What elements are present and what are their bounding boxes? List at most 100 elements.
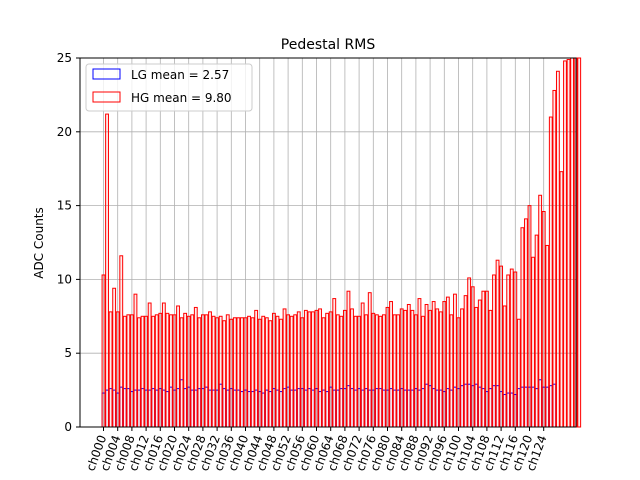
hg-bar bbox=[552, 89, 557, 428]
hg-bar bbox=[463, 295, 468, 428]
hg-bar bbox=[218, 315, 223, 428]
hg-bar bbox=[559, 171, 564, 428]
hg-bar bbox=[555, 70, 560, 428]
hg-bar bbox=[438, 311, 443, 428]
y-tick-label: 20 bbox=[57, 125, 72, 139]
hg-bar bbox=[357, 315, 362, 428]
hg-bar bbox=[548, 116, 553, 428]
hg-bar bbox=[506, 274, 511, 428]
hg-bar bbox=[524, 218, 528, 428]
hg-bar bbox=[147, 302, 152, 428]
hg-bar bbox=[154, 314, 159, 428]
hg-bar bbox=[140, 315, 145, 428]
hg-bar bbox=[303, 309, 308, 428]
hg-bar bbox=[516, 318, 521, 428]
legend-label-lg: LG mean = 2.57 bbox=[131, 68, 229, 82]
hg-bar bbox=[566, 58, 571, 428]
hg-bar bbox=[215, 317, 220, 428]
hg-bar bbox=[229, 318, 234, 428]
hg-bar bbox=[538, 194, 543, 428]
hg-bar bbox=[243, 317, 248, 428]
hg-bar bbox=[296, 311, 301, 428]
hg-bar bbox=[204, 314, 209, 428]
hg-bar bbox=[392, 314, 397, 428]
hg-bar bbox=[257, 318, 262, 428]
legend: LG mean = 2.57 HG mean = 9.80 bbox=[85, 63, 253, 112]
hg-bar bbox=[346, 290, 351, 428]
hg-bar bbox=[183, 312, 188, 428]
hg-bar bbox=[286, 314, 291, 428]
hg-bar bbox=[470, 286, 475, 428]
hg-bar bbox=[172, 314, 177, 428]
hg-bar bbox=[129, 314, 134, 428]
hg-bar bbox=[197, 317, 202, 428]
y-tick-label: 25 bbox=[57, 51, 72, 65]
hg-bar bbox=[502, 305, 507, 428]
hg-bar bbox=[222, 320, 227, 428]
hg-bar bbox=[477, 299, 482, 428]
hg-bar bbox=[374, 314, 379, 428]
hg-bar bbox=[495, 259, 500, 428]
hg-bar bbox=[115, 311, 120, 428]
hg-bar bbox=[289, 315, 294, 428]
y-axis-label: ADC Counts bbox=[32, 207, 46, 279]
hg-bar bbox=[367, 292, 372, 428]
hg-bar bbox=[126, 314, 131, 428]
hg-bar bbox=[328, 311, 333, 428]
hg-bar bbox=[208, 311, 212, 428]
hg-bar bbox=[541, 211, 546, 428]
y-tick-label: 0 bbox=[64, 420, 72, 434]
hg-bar bbox=[179, 317, 184, 428]
hg-bar bbox=[531, 256, 535, 428]
hg-bar bbox=[332, 298, 337, 428]
hg-bar bbox=[442, 301, 447, 428]
axes: 0510152025ch000ch004ch008ch012ch016ch020… bbox=[57, 51, 550, 473]
hg-bar bbox=[371, 312, 376, 428]
hg-bar bbox=[481, 290, 486, 428]
hg-bar bbox=[513, 271, 518, 428]
grid bbox=[80, 57, 576, 428]
hg-bar bbox=[240, 317, 244, 428]
legend-box bbox=[85, 63, 253, 112]
plot-frame bbox=[79, 57, 577, 428]
hg-bar bbox=[428, 309, 433, 428]
hg-bar bbox=[186, 315, 191, 428]
hg-bar bbox=[385, 306, 390, 428]
hg-bar bbox=[314, 309, 319, 428]
hg-bar bbox=[509, 268, 514, 428]
hg-bar bbox=[321, 317, 326, 428]
hg-bar bbox=[534, 234, 539, 428]
legend-label-hg: HG mean = 9.80 bbox=[131, 91, 232, 105]
hg-bar bbox=[225, 314, 230, 428]
hg-bar bbox=[261, 315, 266, 428]
hg-bar bbox=[350, 308, 354, 428]
hg-bar bbox=[161, 302, 166, 428]
hg-bar bbox=[492, 274, 496, 428]
hg-bar bbox=[211, 315, 216, 428]
hg-bar bbox=[484, 290, 489, 428]
hg-bar bbox=[410, 309, 415, 428]
hg-bar bbox=[254, 309, 259, 428]
hg-bar bbox=[342, 309, 347, 428]
hg-bar bbox=[339, 315, 344, 428]
hg-bar bbox=[105, 113, 109, 428]
legend-swatch-lg bbox=[92, 68, 121, 80]
hg-bar bbox=[108, 311, 113, 428]
hg-bar bbox=[413, 314, 418, 428]
hg-bar bbox=[353, 315, 358, 428]
hg-bar bbox=[119, 255, 124, 428]
hg-bar bbox=[318, 308, 322, 428]
hg-bar bbox=[570, 57, 575, 428]
hg-bar bbox=[165, 312, 170, 428]
hg-bar bbox=[271, 312, 276, 428]
hg-bar bbox=[300, 317, 305, 428]
hg-bar bbox=[403, 309, 408, 428]
hg-bar bbox=[112, 287, 117, 428]
hg-bar bbox=[431, 301, 436, 428]
y-tick-label: 15 bbox=[57, 199, 72, 213]
hg-bar bbox=[520, 227, 525, 428]
chart-title: Pedestal RMS bbox=[281, 37, 376, 53]
hg-bar bbox=[275, 315, 280, 428]
